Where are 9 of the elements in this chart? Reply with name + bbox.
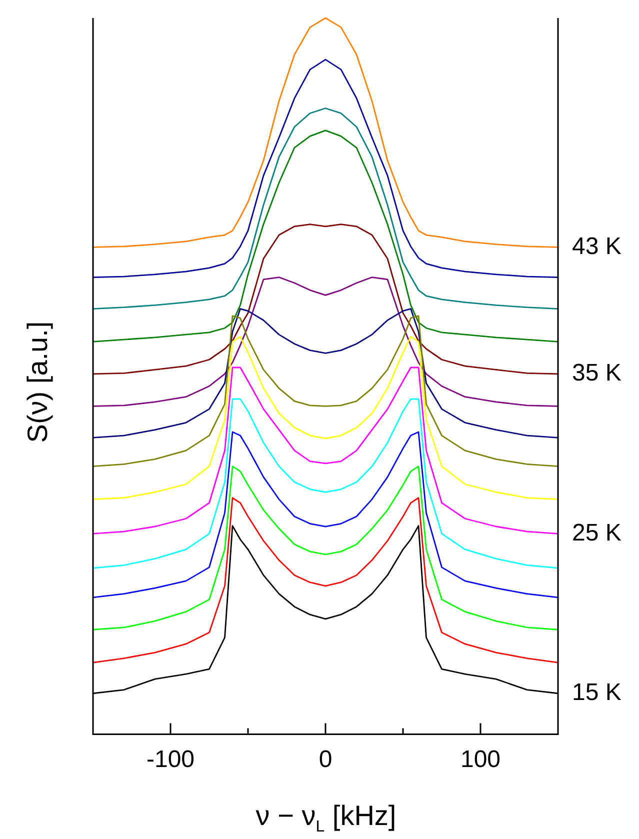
series-label: 25 K bbox=[572, 519, 622, 546]
x-tick-label: 0 bbox=[318, 746, 332, 774]
x-axis-title: ν − ν$_{L}$ [kHz] bbox=[256, 800, 396, 837]
x-tick-label: -100 bbox=[146, 746, 195, 774]
x-tick-label: 100 bbox=[460, 746, 501, 774]
series-label: 35 K bbox=[572, 360, 622, 387]
series-label: 15 K bbox=[572, 679, 622, 706]
series-label: 43 K bbox=[572, 232, 622, 260]
y-axis-title: S(ν) [a.u.] bbox=[22, 321, 54, 443]
